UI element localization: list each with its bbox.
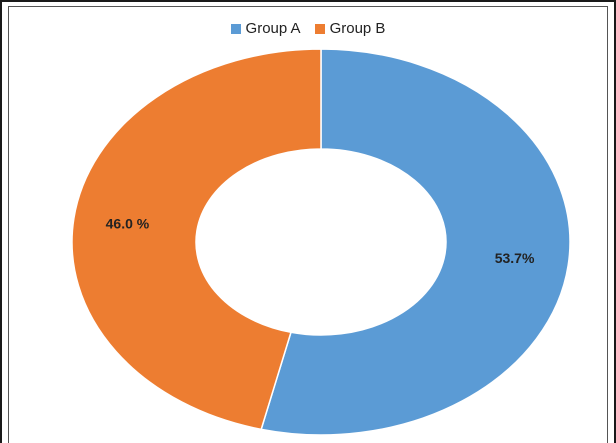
legend-swatch-group-a: [230, 23, 241, 34]
legend-label-group-b: Group B: [329, 20, 386, 37]
donut-slice-group-b: [71, 48, 322, 431]
donut-slice-group-a: [260, 48, 571, 436]
legend-item-group-b: Group B: [314, 20, 386, 37]
legend-label-group-a: Group A: [245, 20, 301, 37]
legend-item-group-a: Group A: [230, 20, 301, 37]
chart-legend: Group A Group B: [0, 20, 616, 37]
data-label-group-a: 53.7%: [495, 250, 535, 266]
legend-swatch-group-b: [314, 23, 325, 34]
data-label-group-b: 46.0 %: [106, 215, 150, 231]
donut-slices: [71, 48, 571, 436]
donut-labels: 53.7% 46.0 %: [106, 215, 535, 266]
